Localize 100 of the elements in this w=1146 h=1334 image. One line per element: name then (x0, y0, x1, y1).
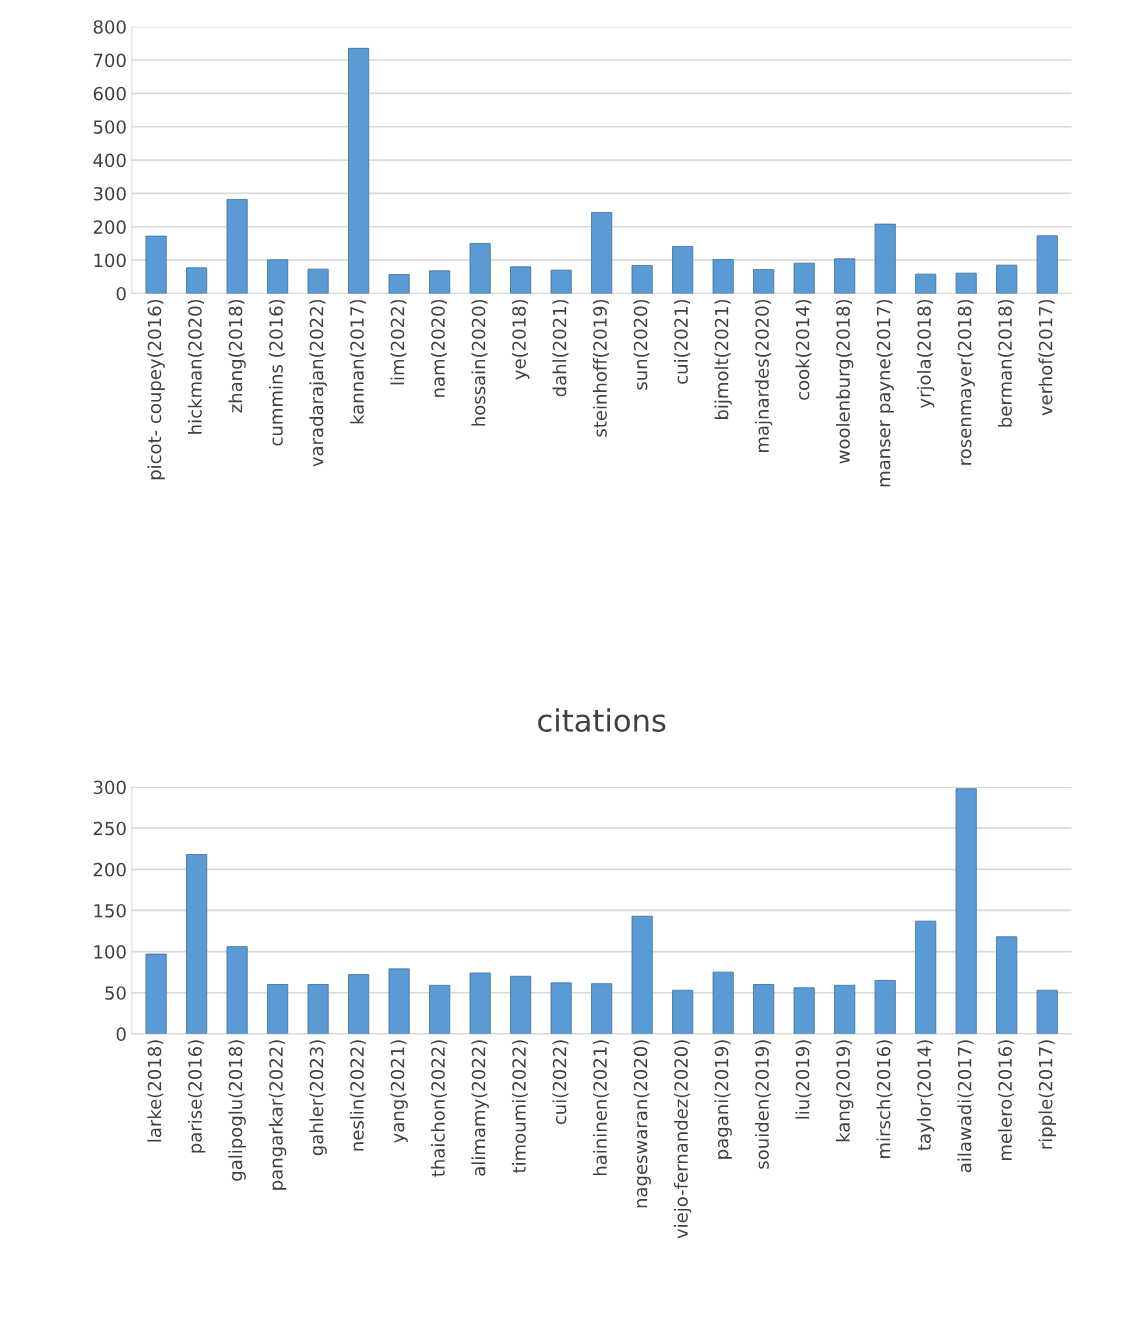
y-tick-label: 500 (93, 120, 126, 134)
x-tick-label: souiden(2019) (754, 1040, 772, 1169)
chart-title: citations (538, 708, 666, 732)
x-tick-label: kannan(2017) (349, 299, 366, 424)
x-tick-label: varadarajan(2022) (309, 299, 327, 467)
bar (591, 212, 613, 294)
x-tick-label: taylor(2014) (916, 1040, 935, 1151)
bar (793, 262, 815, 294)
x-tick-label: kang(2019) (835, 1040, 854, 1142)
bar (834, 258, 856, 294)
x-tick-label: dahl(2021) (552, 299, 569, 397)
x-tick-label: nam(2020) (430, 299, 447, 397)
bar (226, 199, 248, 294)
x-tick-label: manser payne(2017) (876, 299, 894, 487)
bar (226, 946, 248, 1034)
bar (186, 854, 208, 1034)
y-tick-label: 150 (94, 903, 126, 918)
x-tick-label: neslin(2022) (349, 1040, 366, 1151)
x-tick-label: verhof(2017) (1038, 299, 1055, 416)
bar (631, 265, 653, 294)
x-tick-label: haininen(2021) (592, 1040, 610, 1176)
bar (996, 264, 1018, 294)
bar (753, 269, 775, 294)
x-tick-label: liu(2019) (795, 1040, 812, 1119)
bar (429, 270, 451, 294)
x-tick-label: yang(2021) (390, 1040, 408, 1143)
bar (955, 272, 977, 294)
bar (672, 246, 694, 294)
x-tick-label: timoumi(2022) (511, 1040, 528, 1174)
x-tick-label: gahler(2023) (309, 1040, 327, 1156)
bar (753, 984, 775, 1034)
x-tick-label: melero(2016) (997, 1040, 1015, 1160)
bar (388, 968, 410, 1034)
y-tick-label: 300 (93, 780, 126, 795)
y-tick-label: 700 (93, 53, 126, 68)
bar (307, 268, 329, 294)
bar (631, 915, 653, 1034)
bar (145, 953, 167, 1034)
bar (469, 243, 491, 294)
x-tick-label: alimamy(2022) (471, 1040, 489, 1176)
y-tick-label: 100 (94, 945, 126, 959)
x-tick-label: sun(2020) (633, 299, 650, 390)
y-tick-label: 300 (93, 186, 126, 201)
bar (1036, 235, 1058, 294)
x-tick-label: hossain(2020) (471, 299, 488, 426)
x-tick-label: hickman(2020) (187, 299, 204, 434)
y-tick-label: 600 (93, 86, 126, 101)
bar (1036, 989, 1058, 1034)
bar (429, 984, 451, 1034)
bar (550, 269, 572, 294)
x-tick-label: galipoglu(2018) (228, 1040, 246, 1181)
y-tick-label: 250 (93, 821, 126, 836)
y-tick-label: 0 (116, 1027, 126, 1041)
bar (307, 984, 329, 1034)
bar (712, 259, 734, 294)
y-tick-label: 0 (116, 286, 126, 301)
bar (874, 223, 896, 294)
x-tick-label: ailawadi(2017) (957, 1040, 974, 1173)
bar (915, 273, 937, 294)
y-tick-label: 50 (105, 986, 126, 1000)
bar (874, 979, 896, 1034)
x-tick-label: zhang(2018) (228, 299, 246, 413)
x-tick-label: viejo-fernandez(2020) (673, 1040, 692, 1239)
x-tick-label: cummins (2016) (268, 299, 285, 446)
bar (996, 936, 1018, 1034)
bar (510, 266, 532, 294)
x-tick-label: steinhoff(2019) (592, 299, 610, 437)
y-tick-label: 400 (93, 153, 126, 168)
x-tick-label: pangarkar(2022) (268, 1040, 287, 1190)
bar (267, 259, 289, 294)
bar (591, 983, 613, 1034)
x-tick-label: picot- coupey(2016) (147, 299, 165, 480)
x-tick-label: cui(2022) (552, 1040, 569, 1125)
bar (186, 267, 208, 294)
bar (388, 274, 410, 294)
x-tick-label: cook(2014) (795, 299, 812, 400)
bar (915, 920, 937, 1034)
bar (267, 984, 289, 1034)
bar (510, 975, 532, 1034)
y-tick-label: 800 (93, 20, 126, 34)
bar (834, 984, 856, 1034)
bar (712, 971, 734, 1034)
x-tick-label: majnardes(2020) (754, 299, 773, 452)
x-tick-label: yrjola(2018) (916, 299, 935, 409)
x-tick-label: larke(2018) (147, 1040, 164, 1142)
bar (672, 989, 694, 1034)
x-tick-label: nageswaran(2020) (633, 1040, 651, 1208)
x-tick-label: thaichon(2022) (430, 1040, 447, 1177)
y-tick-label: 200 (93, 220, 126, 234)
bar (955, 788, 977, 1034)
x-tick-label: rosenmayer(2018) (957, 299, 975, 465)
x-tick-label: ripple(2017) (1038, 1040, 1056, 1149)
x-tick-label: ye(2018) (511, 299, 530, 380)
x-tick-label: woolenburg(2018) (835, 299, 854, 464)
x-tick-label: parise(2016) (187, 1040, 206, 1153)
x-tick-label: lim(2022) (390, 299, 407, 385)
x-tick-label: cui(2021) (673, 299, 691, 384)
x-tick-label: mirsch(2016) (876, 1040, 893, 1158)
bar (793, 987, 815, 1034)
x-tick-label: pagani(2019) (714, 1040, 732, 1159)
